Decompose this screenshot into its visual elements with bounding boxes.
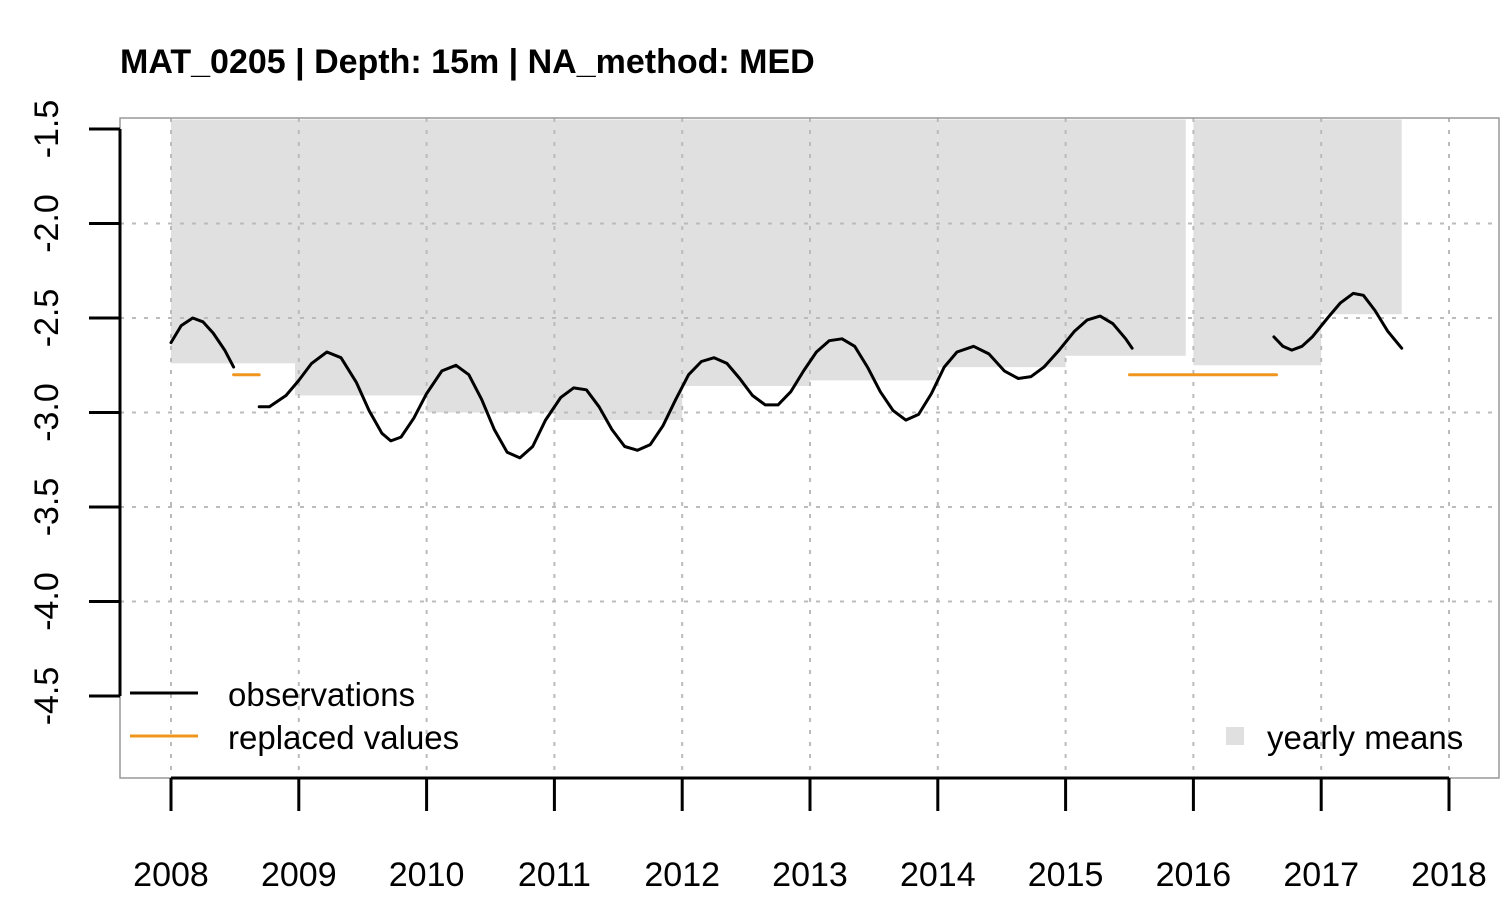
- yearly-mean-bar: [426, 119, 555, 413]
- legend-label: replaced values: [228, 719, 459, 756]
- legend-yearly-means-swatch: [1226, 727, 1244, 745]
- y-tick-label: -1.5: [28, 100, 66, 159]
- x-tick-label: 2010: [389, 856, 465, 894]
- y-tick-label: -4.5: [28, 667, 66, 726]
- x-tick-label: 2016: [1156, 856, 1232, 894]
- x-tick-label: 2017: [1283, 856, 1359, 894]
- yearly-mean-bar: [810, 119, 938, 381]
- grid-lines: [120, 118, 1499, 778]
- yearly-mean-bar: [1321, 119, 1402, 315]
- observations-line: [169, 316, 236, 369]
- series-lines: [169, 291, 1404, 460]
- yearly-mean-bar: [171, 119, 295, 364]
- observations-line: [257, 314, 1134, 460]
- x-tick-label: 2018: [1411, 856, 1487, 894]
- y-tick-label: -3.5: [28, 478, 66, 537]
- x-tick-label: 2009: [261, 856, 337, 894]
- x-tick-label: 2014: [900, 856, 976, 894]
- y-tick-label: -3.0: [28, 383, 66, 442]
- legend-label: yearly means: [1267, 719, 1463, 756]
- legend-label: observations: [228, 676, 415, 713]
- legend: observations replaced values yearly means: [130, 676, 1463, 756]
- yearly-mean-bar: [1193, 119, 1322, 366]
- yearly-mean-bar: [937, 119, 1066, 368]
- y-tick-label: -2.0: [28, 194, 66, 253]
- y-tick-label: -4.0: [28, 572, 66, 631]
- yearly-mean-bar: [682, 119, 810, 387]
- x-tick-label: 2008: [133, 856, 209, 894]
- x-tick-label: 2013: [772, 856, 848, 894]
- axes: -1.5 -2.0 -2.5 -3.0 -3.5 -4.0 -4.5 2008 2009 2010…: [28, 100, 1487, 894]
- y-tick-label: -2.5: [28, 289, 66, 348]
- yearly-means-bars: [171, 119, 1402, 421]
- observations-line: [1272, 291, 1404, 352]
- x-tick-label: 2011: [518, 856, 591, 894]
- yearly-mean-bar: [554, 119, 683, 421]
- yearly-mean-bar: [1065, 119, 1186, 356]
- x-tick-label: 2015: [1028, 856, 1104, 894]
- chart-title: MAT_0205 | Depth: 15m | NA_method: MED: [120, 43, 815, 81]
- yearly-mean-bar: [294, 119, 427, 396]
- x-tick-label: 2012: [644, 856, 720, 894]
